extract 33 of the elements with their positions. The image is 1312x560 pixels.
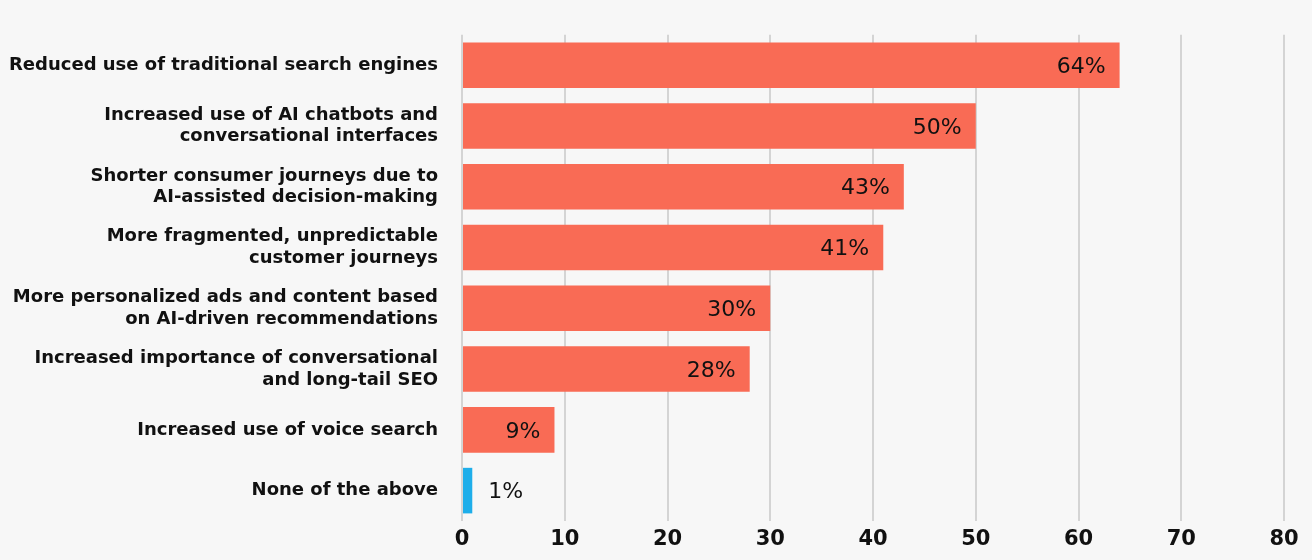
data-label: 41% (820, 235, 870, 261)
bar (463, 346, 750, 392)
y-tick-label: Increased use of voice search (137, 417, 438, 439)
y-tick-label: None of the above (251, 478, 438, 500)
x-tick-label: 70 (1166, 526, 1196, 551)
data-label: 64% (1056, 52, 1106, 78)
data-label: 9% (505, 417, 541, 443)
y-tick-label: Increased importance of conversational and long-tail SEO (34, 345, 438, 389)
x-tick-label: 50 (961, 526, 991, 551)
data-label: 50% (912, 113, 962, 139)
y-tick-label: Increased use of AI chatbots and conversational interfaces (104, 102, 438, 146)
x-tick-label: 0 (454, 526, 470, 551)
data-label: 28% (686, 356, 736, 382)
y-tick-label: More personalized ads and content based on AI-driven recommendations (12, 285, 438, 328)
x-tick-label: 60 (1063, 526, 1094, 551)
x-tick-label: 10 (550, 526, 580, 551)
x-tick-label: 40 (858, 526, 888, 551)
x-tick-label: 80 (1269, 526, 1299, 551)
bar (463, 407, 555, 453)
x-tick-label: 30 (755, 526, 785, 551)
bar (463, 42, 1120, 88)
bar (463, 103, 976, 149)
x-tick-label: 20 (652, 526, 683, 551)
data-label: 43% (840, 174, 890, 200)
y-tick-label: Reduced use of traditional search engines (9, 52, 438, 74)
data-label: 30% (707, 296, 757, 322)
y-tick-label: More fragmented, unpredictable customer journeys (106, 224, 438, 267)
bar (463, 163, 904, 210)
data-label: 1% (488, 478, 524, 504)
bar (463, 467, 473, 514)
bar (463, 285, 771, 332)
bar (463, 224, 884, 271)
y-tick-label: Shorter consumer journeys due to AI-assisted decision-making (90, 163, 438, 207)
